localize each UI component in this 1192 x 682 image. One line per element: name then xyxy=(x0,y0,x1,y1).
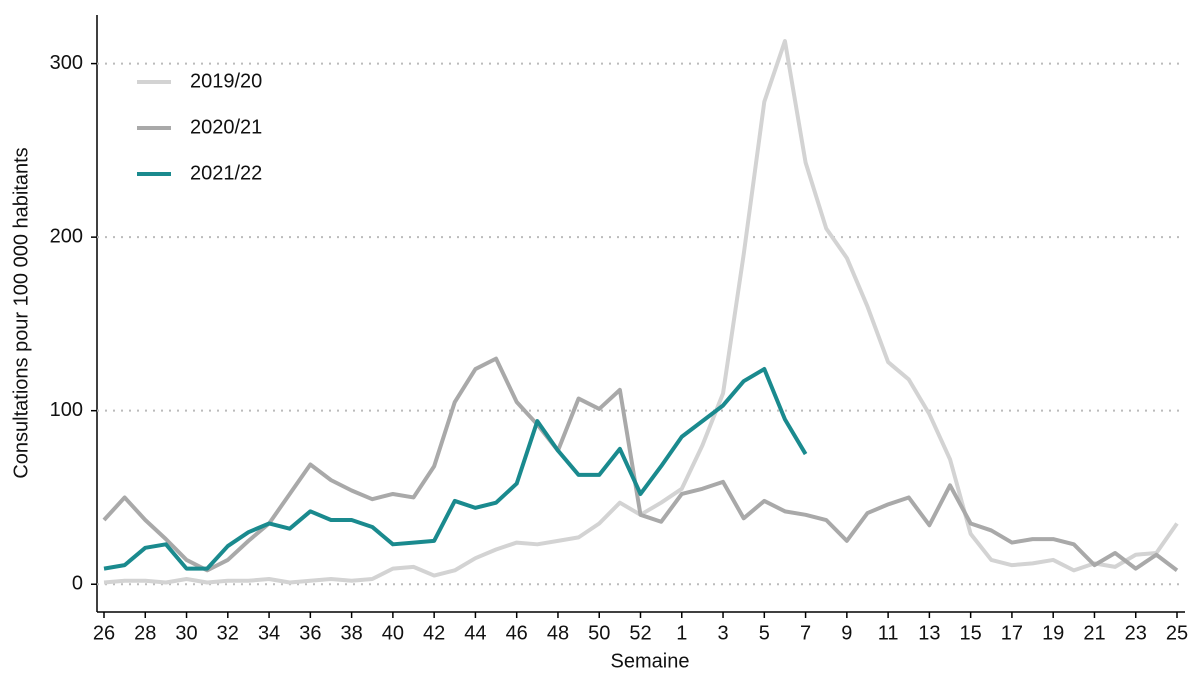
legend-label: 2021/22 xyxy=(190,162,262,184)
x-tick-label: 21 xyxy=(1083,622,1105,644)
x-tick-label: 23 xyxy=(1125,622,1147,644)
x-tick-label: 7 xyxy=(800,622,811,644)
x-tick-label: 36 xyxy=(299,622,321,644)
x-tick-label: 44 xyxy=(464,622,486,644)
y-tick-label: 300 xyxy=(50,52,83,74)
legend-label: 2019/20 xyxy=(190,70,262,92)
legend-label: 2020/21 xyxy=(190,116,262,138)
x-tick-label: 15 xyxy=(960,622,982,644)
x-tick-label: 46 xyxy=(506,622,528,644)
series-line xyxy=(102,356,1179,573)
x-axis-title: Semaine xyxy=(611,650,690,672)
x-tick-label: 30 xyxy=(175,622,197,644)
x-tick-label: 32 xyxy=(217,622,239,644)
x-tick-label: 1 xyxy=(676,622,687,644)
x-tick-label: 50 xyxy=(588,622,610,644)
x-tick-label: 52 xyxy=(629,622,651,644)
x-tick-label: 11 xyxy=(878,622,899,644)
x-tick-label: 34 xyxy=(258,622,280,644)
x-tick-label: 40 xyxy=(382,622,404,644)
x-tick-label: 26 xyxy=(93,622,115,644)
x-tick-label: 17 xyxy=(1001,622,1023,644)
x-tick-label: 9 xyxy=(841,622,852,644)
y-tick-label: 100 xyxy=(50,399,83,421)
x-tick-label: 42 xyxy=(423,622,445,644)
x-tick-label: 48 xyxy=(547,622,569,644)
y-axis-title: Consultations pour 100 000 habitants xyxy=(10,147,32,478)
y-tick-label: 0 xyxy=(72,573,83,595)
series-line xyxy=(103,367,808,571)
x-tick-label: 5 xyxy=(759,622,770,644)
x-tick-label: 13 xyxy=(918,622,940,644)
x-tick-label: 38 xyxy=(340,622,362,644)
x-tick-label: 3 xyxy=(717,622,728,644)
x-tick-label: 28 xyxy=(134,622,156,644)
series-line xyxy=(103,39,1179,585)
x-tick-label: 25 xyxy=(1166,622,1188,644)
y-tick-label: 200 xyxy=(50,225,83,247)
x-tick-label: 19 xyxy=(1042,622,1064,644)
